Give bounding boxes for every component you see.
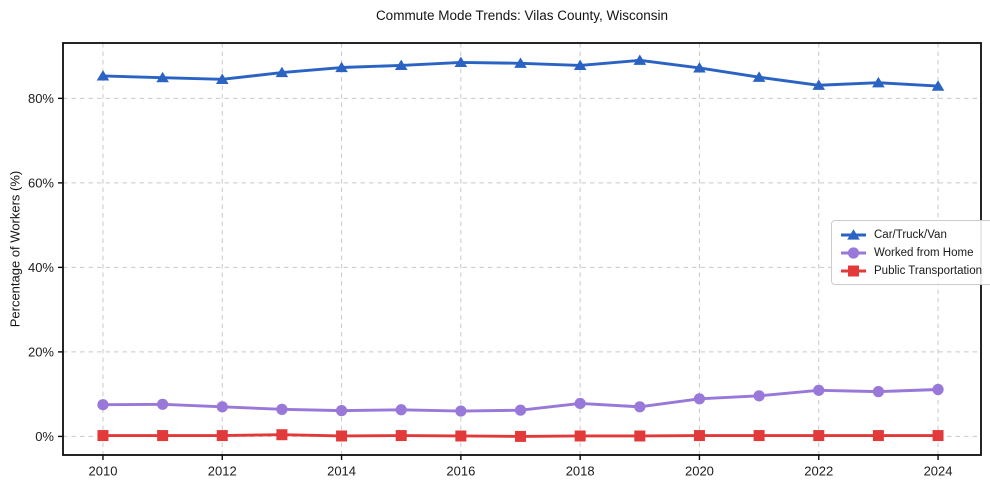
triangle-marker	[812, 79, 826, 90]
legend: Car/Truck/Van Worked from Home Public Tran…	[831, 220, 990, 285]
legend-item: Public Transportation	[840, 263, 982, 278]
x-tick-label: 2022	[804, 464, 833, 479]
legend-item: Car/Truck/Van	[840, 227, 982, 242]
circle-marker	[97, 399, 109, 411]
triangle-marker	[693, 62, 706, 73]
x-tick-label: 2018	[566, 464, 595, 479]
legend-square-sample-icon	[841, 265, 866, 276]
circle-marker	[753, 390, 765, 402]
square-marker	[515, 430, 527, 442]
square-marker	[97, 430, 109, 442]
triangle-marker	[514, 57, 527, 68]
circle-marker	[813, 384, 825, 396]
square-marker	[753, 430, 765, 442]
legend-triangle-sample-icon	[841, 228, 866, 240]
y-tick-label: 80%	[28, 91, 54, 106]
square-marker	[574, 430, 586, 442]
square-marker	[157, 430, 169, 442]
circle-marker	[872, 386, 885, 398]
triangle-marker	[573, 59, 587, 70]
triangle-marker	[931, 80, 945, 91]
circle-marker	[634, 401, 646, 413]
legend-item: Worked from Home	[840, 245, 982, 260]
triangle-marker	[215, 73, 229, 84]
legend-item-label: Car/Truck/Van	[874, 228, 947, 241]
circle-marker	[335, 405, 348, 417]
square-marker	[848, 265, 859, 276]
triangle-marker	[454, 56, 468, 68]
y-tick-label: 60%	[28, 175, 54, 190]
x-tick-label: 2020	[685, 464, 714, 479]
circle-marker	[276, 403, 288, 415]
x-tick-label: 2012	[208, 464, 237, 479]
square-marker	[693, 430, 705, 442]
square-marker	[872, 430, 884, 442]
circle-marker	[514, 404, 527, 416]
circle-marker	[216, 401, 228, 413]
x-tick-label: 2024	[924, 464, 953, 479]
circle-marker	[574, 397, 586, 410]
x-tick-label: 2014	[327, 464, 356, 479]
square-marker	[813, 430, 825, 442]
circle-marker	[693, 393, 706, 405]
legend-item-label: Public Transportation	[874, 264, 983, 277]
square-marker	[216, 430, 228, 442]
circle-marker	[395, 404, 407, 416]
triangle-marker	[394, 59, 408, 70]
triangle-marker	[275, 66, 289, 78]
square-marker	[455, 430, 467, 442]
triangle-marker	[335, 61, 348, 73]
y-tick-label: 0%	[35, 429, 54, 444]
circle-marker	[157, 398, 169, 410]
triangle-marker	[872, 76, 885, 88]
triangle-marker	[847, 228, 860, 240]
triangle-marker	[96, 70, 110, 81]
legend-item-label: Worked from Home	[874, 246, 974, 259]
x-tick-label: 2010	[89, 464, 118, 479]
square-marker	[395, 430, 407, 442]
y-tick-label: 40%	[28, 260, 54, 275]
triangle-marker	[633, 54, 647, 65]
circle-marker	[847, 246, 860, 259]
square-marker	[336, 430, 348, 442]
chart-title: Commute Mode Trends: Vilas County, Wisco…	[375, 8, 669, 23]
square-marker	[276, 429, 288, 441]
circle-marker	[455, 405, 467, 417]
legend-circle-sample-icon	[841, 246, 866, 259]
y-tick-label: 20%	[28, 344, 54, 359]
circle-marker	[932, 383, 944, 396]
x-tick-label: 2016	[446, 464, 475, 479]
triangle-marker	[156, 71, 169, 83]
triangle-marker	[752, 71, 766, 82]
square-marker	[932, 430, 944, 442]
square-marker	[634, 430, 646, 442]
